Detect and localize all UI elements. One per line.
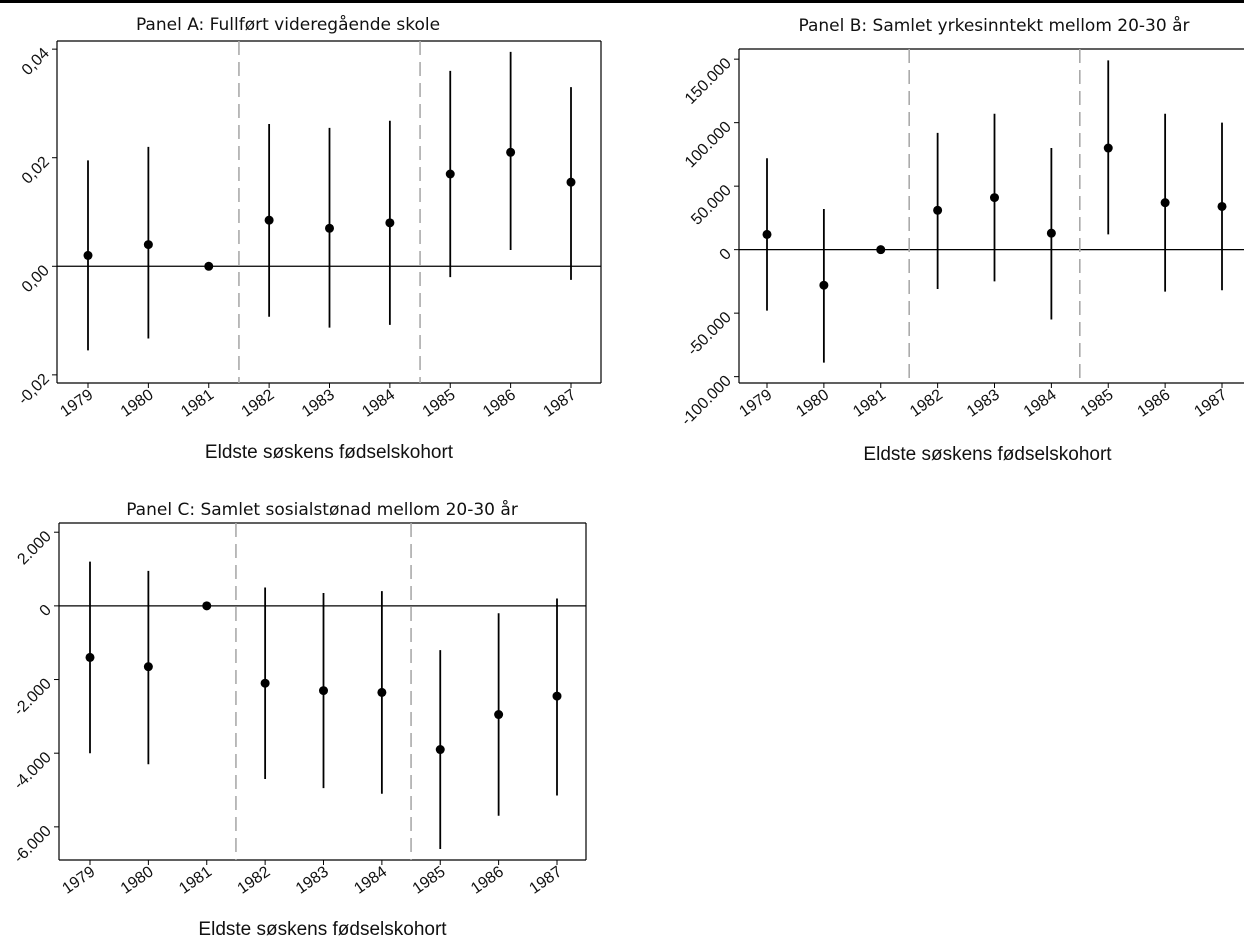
x-axis-label: Eldste søskens fødselskohort	[863, 444, 1112, 465]
x-tick-label: 1979	[57, 386, 96, 420]
panel-b: Panel B: Samlet yrkesinntekt mellom 20-3…	[678, 15, 1244, 465]
point-estimate	[264, 215, 274, 225]
x-tick-label: 1984	[351, 863, 390, 897]
point-estimate	[143, 240, 153, 250]
point-estimate	[1217, 201, 1227, 211]
point-estimate	[876, 245, 886, 255]
y-tick-label: 50.000	[688, 182, 735, 229]
x-tick-label: 1980	[118, 863, 157, 897]
x-tick-label: 1980	[118, 386, 157, 420]
point-estimate	[990, 193, 999, 203]
y-tick-label: -0,02	[15, 371, 53, 409]
chart-title: Panel C: Samlet sosialstønad mellom 20-3…	[126, 499, 518, 520]
y-tick-label: 100.000	[682, 118, 735, 171]
x-tick-label: 1986	[1135, 386, 1174, 420]
point-estimate	[566, 177, 576, 187]
panel-c: Panel C: Samlet sosialstønad mellom 20-3…	[11, 499, 587, 939]
point-estimate	[494, 710, 504, 720]
x-tick-label: 1979	[736, 386, 775, 420]
point-estimate	[1046, 228, 1056, 238]
y-tick-label: 0	[717, 245, 735, 263]
x-tick-label: 1985	[420, 386, 459, 420]
x-tick-label: 1981	[850, 386, 889, 420]
point-estimate	[385, 218, 395, 228]
x-tick-label: 1985	[1078, 386, 1117, 420]
top-rule	[0, 0, 1244, 3]
chart-title: Panel A: Fullført videregående skole	[136, 14, 440, 35]
point-estimate	[202, 601, 212, 611]
chart-title: Panel B: Samlet yrkesinntekt mellom 20-3…	[798, 15, 1189, 36]
point-estimate	[1160, 198, 1170, 208]
y-tick-label: -4.000	[11, 749, 55, 793]
point-estimate	[85, 652, 95, 662]
x-tick-label: 1981	[178, 386, 217, 420]
point-estimate	[377, 687, 387, 697]
y-tick-label: 0,00	[19, 262, 53, 296]
y-tick-label: 2.000	[14, 528, 54, 568]
y-tick-label: -100.000	[678, 372, 735, 429]
x-tick-label: 1986	[480, 386, 519, 420]
point-estimate	[552, 691, 562, 701]
x-tick-label: 1987	[526, 863, 565, 897]
y-tick-label: 0,02	[19, 153, 53, 187]
x-tick-label: 1981	[176, 863, 215, 897]
x-tick-label: 1987	[540, 386, 579, 420]
x-tick-label: 1983	[293, 863, 332, 897]
panel-a: Panel A: Fullført videregående skole -0,0…	[15, 14, 602, 463]
x-tick-label: 1982	[235, 863, 274, 897]
point-estimate	[933, 205, 943, 215]
point-estimate	[1103, 143, 1113, 153]
x-tick-label: 1983	[299, 386, 338, 420]
point-estimate	[435, 745, 445, 755]
x-tick-label: 1986	[468, 863, 507, 897]
x-tick-label: 1980	[793, 386, 832, 420]
y-tick-label: -2.000	[11, 675, 55, 719]
x-tick-label: 1984	[1021, 386, 1060, 420]
point-estimate	[83, 250, 93, 260]
x-tick-label: 1982	[907, 386, 946, 420]
point-estimate	[260, 678, 270, 688]
point-estimate	[325, 223, 334, 233]
x-tick-label: 1985	[410, 863, 449, 897]
x-tick-label: 1984	[359, 386, 398, 420]
x-tick-label: 1979	[59, 863, 98, 897]
x-axis-label: Eldste søskens fødselskohort	[205, 442, 454, 463]
x-tick-label: 1987	[1191, 386, 1230, 420]
point-estimate	[445, 169, 455, 179]
point-estimate	[819, 280, 829, 290]
y-tick-label: -50.000	[684, 309, 734, 359]
point-estimate	[506, 147, 516, 157]
x-tick-label: 1983	[964, 386, 1003, 420]
point-estimate	[143, 662, 153, 672]
x-tick-label: 1982	[239, 386, 278, 420]
y-tick-label: 0,04	[19, 45, 53, 79]
y-tick-label: 150.000	[682, 55, 735, 108]
point-estimate	[762, 229, 772, 239]
point-estimate	[319, 686, 328, 696]
x-axis-label: Eldste søskens fødselskohort	[198, 919, 447, 939]
point-estimate	[204, 261, 214, 271]
y-tick-label: -6.000	[11, 823, 55, 867]
y-tick-label: 0	[37, 602, 55, 620]
